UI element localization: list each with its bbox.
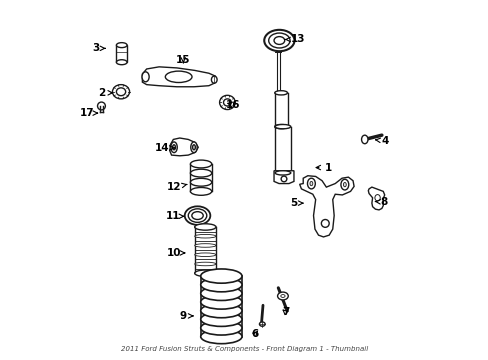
Ellipse shape — [97, 102, 105, 110]
Text: 2011 Ford Fusion Struts & Components - Front Diagram 1 - Thumbnail: 2011 Ford Fusion Struts & Components - F… — [121, 345, 367, 351]
Ellipse shape — [200, 269, 242, 283]
Ellipse shape — [223, 99, 231, 106]
Ellipse shape — [307, 178, 315, 189]
Text: 1: 1 — [315, 163, 331, 172]
Text: 16: 16 — [225, 100, 240, 109]
Text: 2: 2 — [98, 88, 112, 98]
Polygon shape — [273, 171, 293, 184]
Text: 17: 17 — [80, 108, 98, 118]
Ellipse shape — [194, 262, 216, 266]
Text: 3: 3 — [92, 43, 105, 53]
Ellipse shape — [172, 145, 175, 150]
Ellipse shape — [170, 142, 177, 153]
Text: 11: 11 — [165, 211, 183, 221]
Text: 5: 5 — [289, 198, 303, 208]
Polygon shape — [367, 187, 384, 210]
Ellipse shape — [191, 212, 203, 220]
Ellipse shape — [277, 292, 288, 300]
Text: 15: 15 — [176, 55, 190, 65]
Text: 10: 10 — [166, 248, 184, 258]
Ellipse shape — [194, 224, 216, 230]
Ellipse shape — [194, 270, 216, 276]
Ellipse shape — [268, 33, 289, 48]
Text: 6: 6 — [251, 329, 258, 339]
Ellipse shape — [116, 88, 125, 96]
Ellipse shape — [259, 322, 264, 326]
Ellipse shape — [190, 178, 211, 186]
Ellipse shape — [273, 37, 284, 44]
Ellipse shape — [200, 312, 242, 327]
Ellipse shape — [340, 179, 348, 190]
Ellipse shape — [343, 183, 346, 187]
Ellipse shape — [200, 303, 242, 318]
Ellipse shape — [321, 220, 328, 227]
Ellipse shape — [194, 244, 216, 247]
Ellipse shape — [116, 60, 127, 65]
Ellipse shape — [275, 125, 290, 129]
Text: 9: 9 — [180, 311, 192, 321]
Text: 4: 4 — [375, 136, 388, 146]
Ellipse shape — [274, 125, 287, 129]
Text: 8: 8 — [374, 197, 387, 207]
FancyBboxPatch shape — [116, 45, 127, 62]
Ellipse shape — [211, 76, 217, 83]
Ellipse shape — [190, 188, 211, 195]
Ellipse shape — [188, 209, 206, 222]
Text: 7: 7 — [282, 307, 289, 318]
Ellipse shape — [374, 195, 380, 201]
Ellipse shape — [116, 42, 127, 48]
Text: 12: 12 — [166, 182, 186, 192]
Ellipse shape — [219, 95, 235, 109]
Circle shape — [281, 176, 286, 182]
Ellipse shape — [184, 206, 210, 225]
Ellipse shape — [200, 321, 242, 335]
Ellipse shape — [275, 171, 290, 175]
Ellipse shape — [264, 30, 294, 51]
Ellipse shape — [309, 181, 312, 186]
Ellipse shape — [280, 294, 285, 297]
Ellipse shape — [112, 85, 129, 99]
Ellipse shape — [190, 160, 211, 168]
Ellipse shape — [200, 286, 242, 301]
Ellipse shape — [190, 142, 197, 153]
Ellipse shape — [200, 329, 242, 344]
Text: 13: 13 — [285, 35, 305, 44]
Ellipse shape — [200, 278, 242, 292]
Text: 14: 14 — [154, 143, 175, 153]
Ellipse shape — [192, 145, 195, 150]
Ellipse shape — [190, 169, 211, 177]
Ellipse shape — [194, 234, 216, 238]
Polygon shape — [169, 138, 198, 156]
Ellipse shape — [165, 71, 192, 82]
Ellipse shape — [361, 135, 367, 144]
Ellipse shape — [142, 72, 149, 82]
Ellipse shape — [274, 91, 287, 95]
Polygon shape — [299, 176, 353, 237]
Ellipse shape — [200, 295, 242, 309]
Ellipse shape — [194, 253, 216, 257]
Polygon shape — [142, 67, 216, 87]
